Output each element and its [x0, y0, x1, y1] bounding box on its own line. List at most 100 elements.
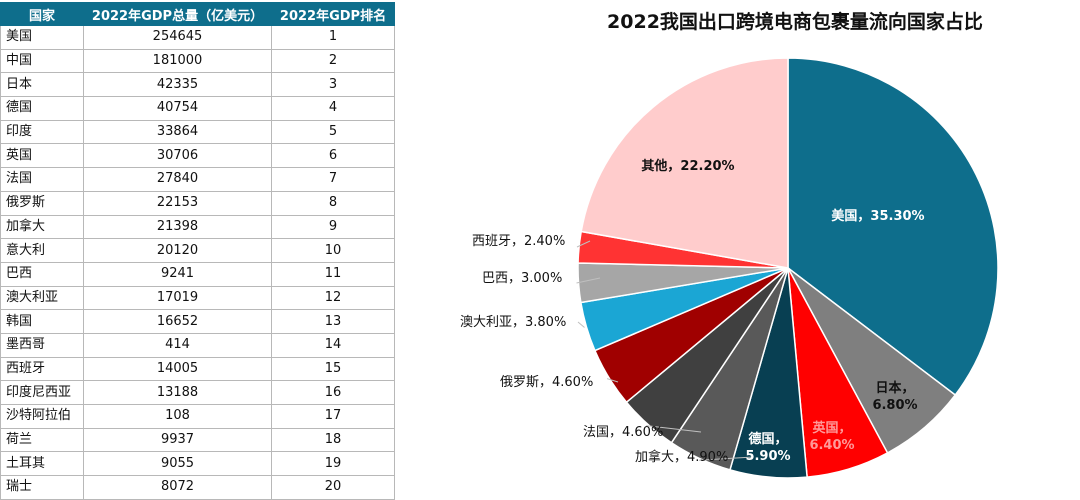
cell-gdp: 14005: [83, 356, 272, 382]
cell-rank: 3: [271, 72, 395, 98]
pie-leader-9: [576, 240, 591, 248]
cell-rank: 16: [271, 380, 395, 405]
table-row: 俄罗斯 22153 8: [0, 190, 395, 216]
pie-leader-lines: [576, 240, 754, 461]
cell-country: 印度: [0, 119, 84, 145]
cell-gdp: 9055: [83, 451, 272, 477]
cell-rank: 14: [271, 332, 395, 358]
pie-leader-6: [606, 378, 619, 383]
cell-rank: 6: [271, 143, 395, 169]
table-row: 日本 42335 3: [0, 72, 395, 98]
cell-rank: 1: [271, 25, 395, 50]
table-row: 英国 30706 6: [0, 143, 395, 169]
pie-slice-0: [787, 57, 999, 397]
cell-rank: 11: [271, 261, 395, 287]
cell-country: 西班牙: [0, 356, 84, 382]
cell-rank: 10: [271, 238, 395, 263]
cell-rank: 15: [271, 356, 395, 382]
table-body: 美国 254645 1 中国 181000 2 日本 42335 3 德国 40754 4 印度 3386…: [0, 25, 395, 500]
cell-gdp: 9937: [83, 427, 272, 453]
cell-country: 巴西: [0, 261, 84, 287]
cell-rank: 2: [271, 48, 395, 74]
pie-labels: 美国，35.30% 日本， 6.80% 英国， 6.40% 德国， 5.90% 加拿大，4.9…: [460, 158, 925, 465]
cell-country: 荷兰: [0, 427, 84, 453]
cell-country: 加拿大: [0, 214, 84, 240]
table-row: 加拿大 21398 9: [0, 214, 395, 240]
cell-country: 印度尼西亚: [0, 380, 84, 405]
pie-label-5: 法国，4.60%: [583, 425, 663, 440]
pie-label-1: 日本， 6.80%: [872, 380, 917, 413]
cell-gdp: 22153: [83, 190, 272, 216]
cell-gdp: 16652: [83, 309, 272, 334]
cell-gdp: 17019: [83, 285, 272, 311]
cell-rank: 12: [271, 285, 395, 311]
cell-gdp: 33864: [83, 119, 272, 145]
cell-country: 中国: [0, 48, 84, 74]
table-row: 西班牙 14005 15: [0, 356, 395, 382]
cell-gdp: 414: [83, 332, 272, 358]
cell-country: 澳大利亚: [0, 285, 84, 311]
cell-country: 韩国: [0, 309, 84, 334]
table-row: 印度尼西亚 13188 16: [0, 380, 395, 405]
header-gdp-rank: 2022年GDP排名: [271, 2, 395, 26]
cell-rank: 20: [271, 475, 395, 500]
header-country: 国家: [0, 2, 84, 26]
cell-gdp: 108: [83, 404, 272, 429]
cell-rank: 9: [271, 214, 395, 240]
cell-rank: 4: [271, 96, 395, 121]
cell-gdp: 27840: [83, 167, 272, 192]
cell-gdp: 30706: [83, 143, 272, 169]
table-row: 墨西哥 414 14: [0, 332, 395, 358]
pie-leader-7: [577, 321, 585, 328]
cell-gdp: 181000: [83, 48, 272, 74]
cell-country: 法国: [0, 167, 84, 192]
table-row: 巴西 9241 11: [0, 261, 395, 287]
pie-label-0: 美国，35.30%: [831, 208, 924, 224]
table-header: 国家 2022年GDP总量（亿美元） 2022年GDP排名: [0, 2, 395, 26]
table-row: 德国 40754 4: [0, 96, 395, 121]
table-row: 法国 27840 7: [0, 167, 395, 192]
cell-gdp: 8072: [83, 475, 272, 500]
cell-gdp: 42335: [83, 72, 272, 98]
cell-rank: 8: [271, 190, 395, 216]
table-row: 土耳其 9055 19: [0, 451, 395, 477]
cell-gdp: 13188: [83, 380, 272, 405]
pie-label-2: 英国， 6.40%: [809, 420, 854, 453]
pie-label-9: 西班牙，2.40%: [472, 234, 565, 249]
cell-country: 瑞士: [0, 475, 84, 500]
table-row: 意大利 20120 10: [0, 238, 395, 263]
pie-slice-10: [580, 57, 789, 269]
pie-chart: 美国，35.30% 日本， 6.80% 英国， 6.40% 德国， 5.90% 加拿大，4.9…: [460, 57, 999, 479]
pie-label-4: 加拿大，4.90%: [635, 449, 728, 465]
cell-rank: 17: [271, 404, 395, 429]
chart-title: 2022我国出口跨境电商包裹量流向国家占比: [607, 11, 983, 33]
table-row: 瑞士 8072 20: [0, 475, 395, 500]
pie-leader-5: [646, 425, 702, 433]
cell-country: 美国: [0, 25, 84, 50]
cell-rank: 7: [271, 167, 395, 192]
table-row: 中国 181000 2: [0, 48, 395, 74]
cell-gdp: 254645: [83, 25, 272, 50]
cell-rank: 19: [271, 451, 395, 477]
cell-gdp: 21398: [83, 214, 272, 240]
cell-country: 土耳其: [0, 451, 84, 477]
pie-leader-4: [698, 456, 754, 461]
table-row: 印度 33864 5: [0, 119, 395, 145]
pie-label-8: 巴西，3.00%: [482, 271, 562, 286]
pie-slices: [577, 57, 999, 479]
table-row: 美国 254645 1: [0, 25, 395, 50]
table-row: 沙特阿拉伯 108 17: [0, 404, 395, 429]
header-gdp-total: 2022年GDP总量（亿美元）: [83, 2, 272, 26]
gdp-ranking-table: 国家 2022年GDP总量（亿美元） 2022年GDP排名 美国 254645 1 中…: [0, 2, 395, 500]
pie-label-3: 德国， 5.90%: [745, 431, 790, 464]
cell-country: 英国: [0, 143, 84, 169]
cell-country: 墨西哥: [0, 332, 84, 358]
pie-label-10: 其他，22.20%: [641, 158, 734, 174]
table-row: 韩国 16652 13: [0, 309, 395, 334]
cell-gdp: 20120: [83, 238, 272, 263]
table-row: 澳大利亚 17019 12: [0, 285, 395, 311]
cell-country: 日本: [0, 72, 84, 98]
cell-rank: 13: [271, 309, 395, 334]
cell-gdp: 9241: [83, 261, 272, 287]
pie-label-7: 澳大利亚，3.80%: [460, 314, 566, 330]
